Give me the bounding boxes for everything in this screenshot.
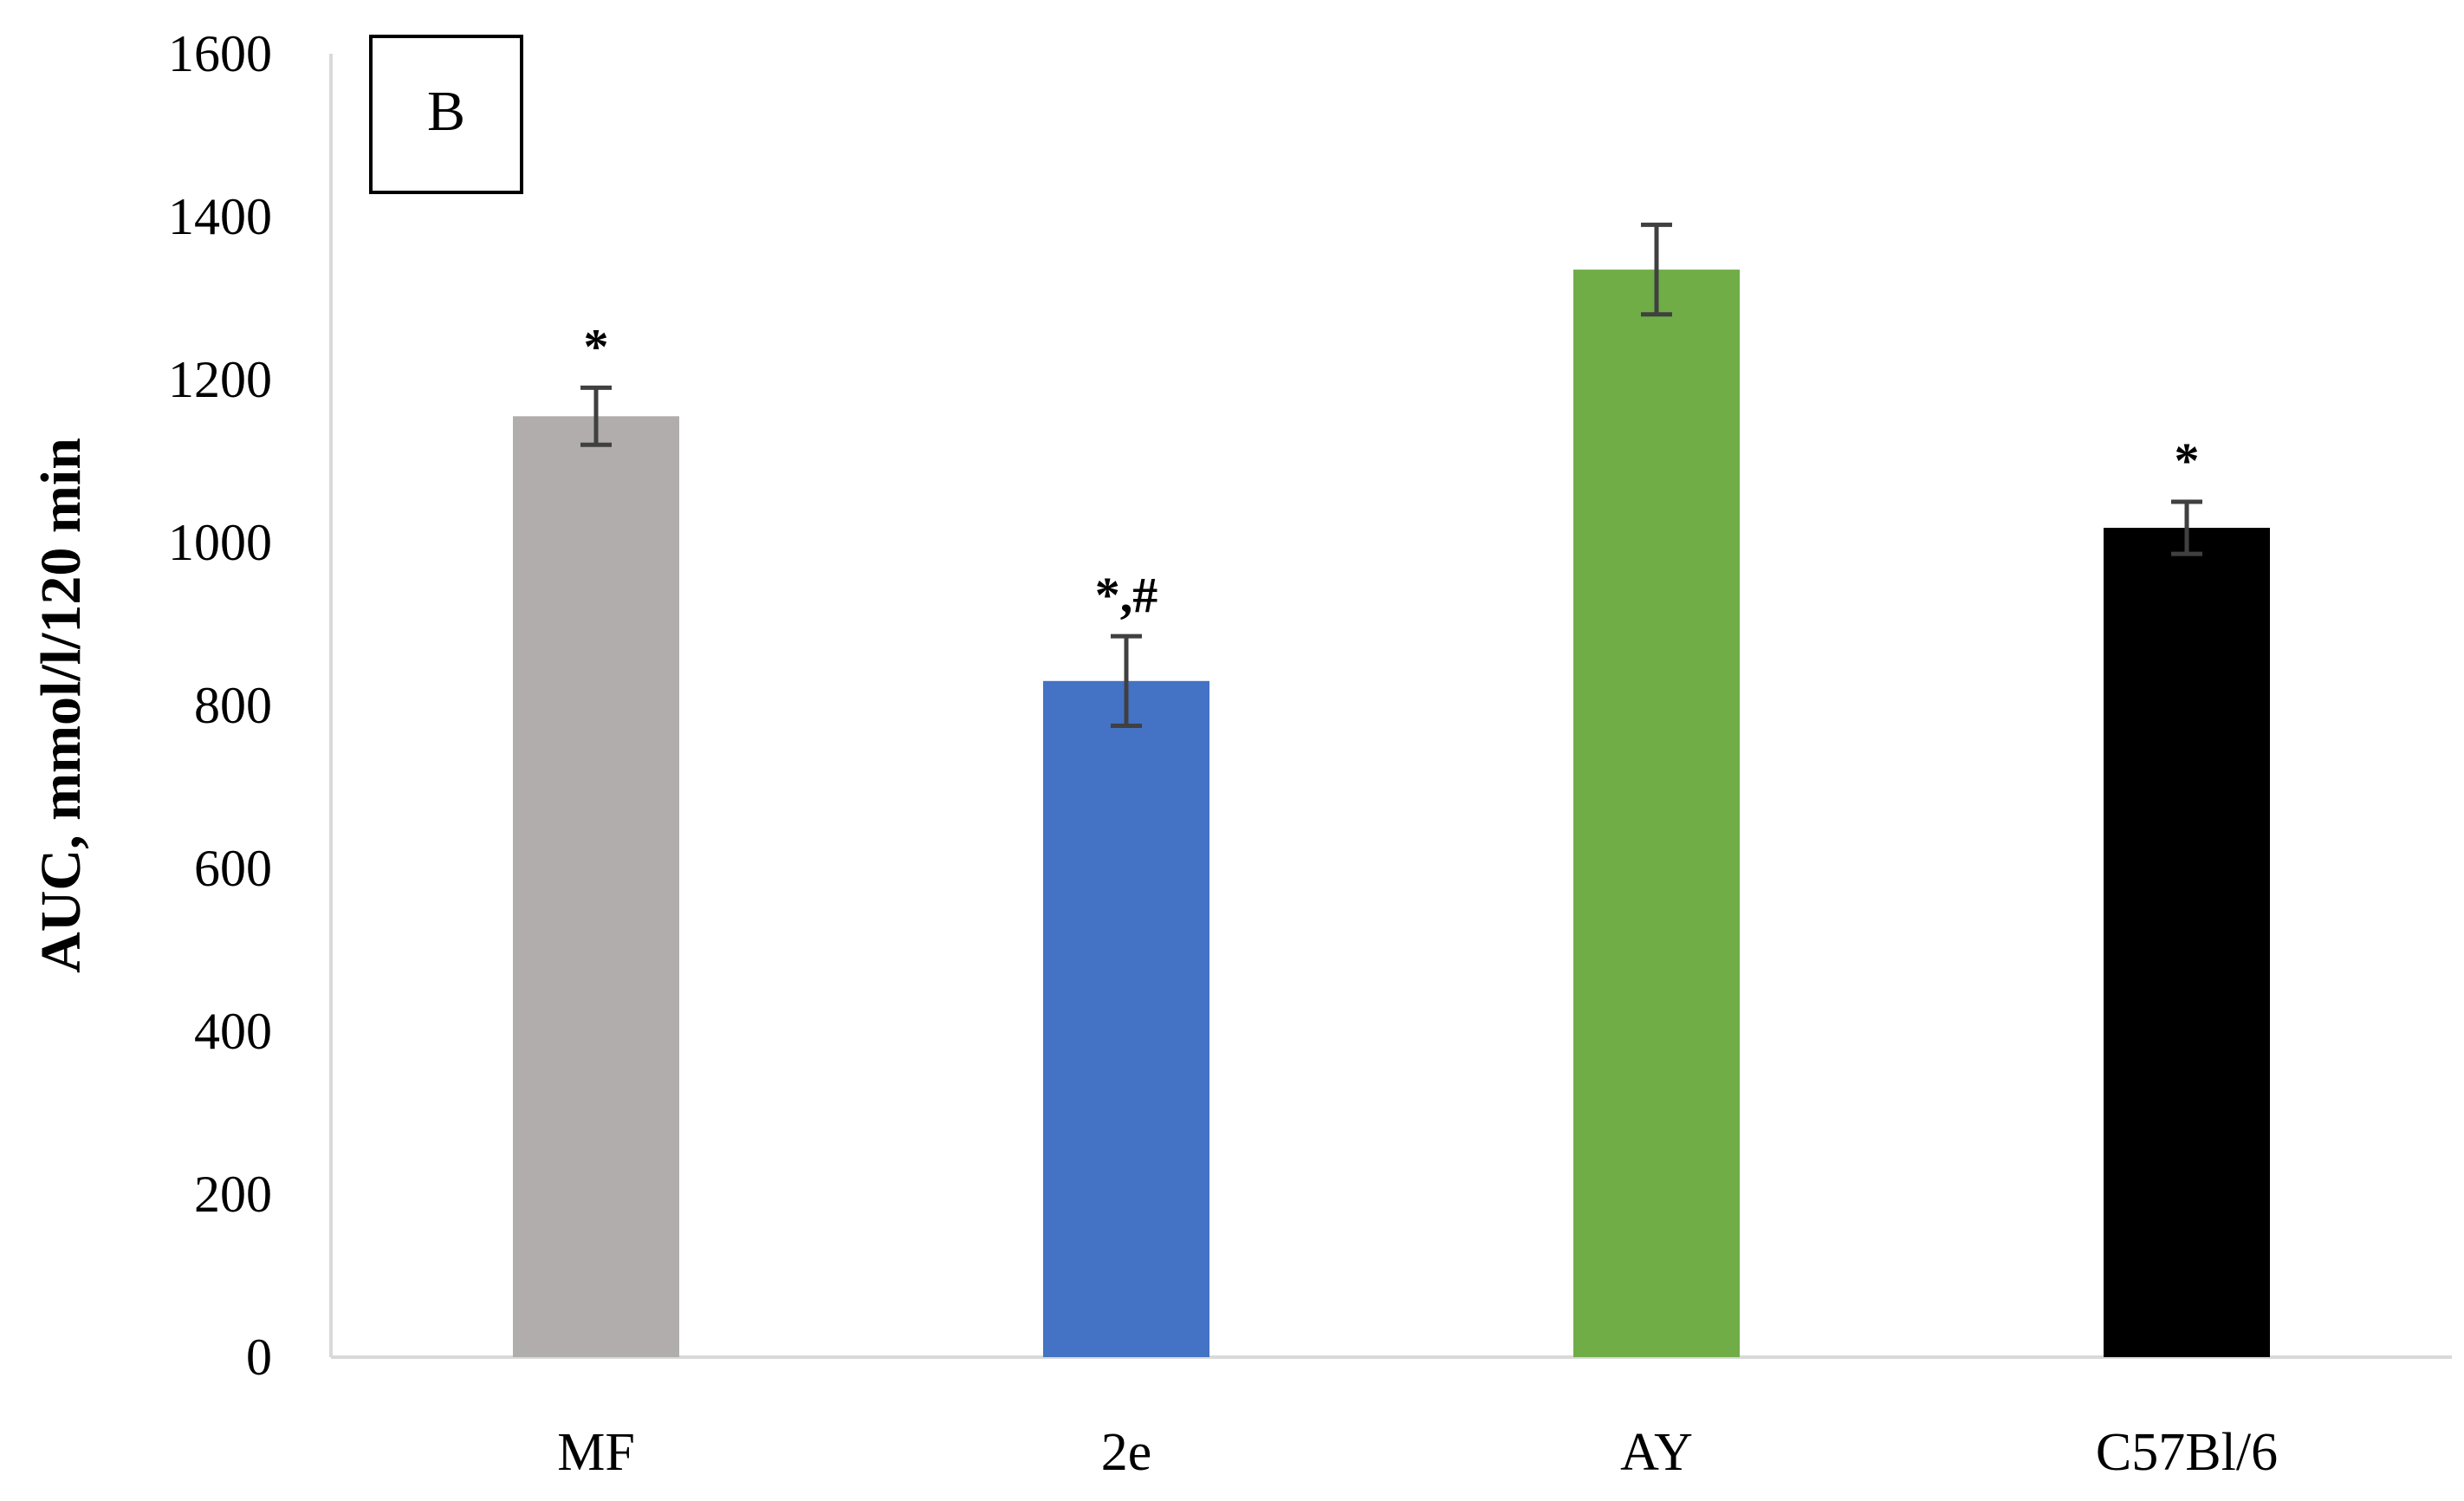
panel-label: B	[427, 80, 465, 143]
y-axis-title: AUC, mmol/l/120 min	[29, 438, 93, 973]
significance-label: *,#	[1095, 567, 1158, 623]
x-category-label: AY	[1620, 1423, 1693, 1482]
bars	[513, 270, 2270, 1358]
bar-C57Bl/6	[2104, 528, 2270, 1357]
y-tick-label: 800	[194, 677, 272, 734]
y-tick-label: 0	[246, 1329, 272, 1386]
panel-label-group: B	[369, 35, 523, 194]
y-tick-label: 200	[194, 1166, 272, 1223]
x-category-label: C57Bl/6	[2096, 1423, 2278, 1482]
y-tick-label: 600	[194, 840, 272, 897]
y-tick-label: 1600	[168, 25, 272, 82]
y-tick-label: 400	[194, 1003, 272, 1060]
panel-label-box	[369, 35, 523, 194]
y-tick-label: 1200	[168, 351, 272, 408]
y-tick-label: 1000	[168, 514, 272, 571]
significance-label: *	[2175, 432, 2200, 489]
error-bars	[580, 222, 2202, 728]
y-axis-ticks: 0 200 400 600 800 1000 1200 1400 1600	[168, 25, 272, 1386]
x-category-label: 2e	[1101, 1423, 1152, 1482]
significance-label: *	[584, 318, 609, 374]
y-tick-label: 1400	[168, 188, 272, 245]
x-category-label: MF	[557, 1423, 635, 1482]
bar-2e	[1043, 680, 1209, 1357]
significance-labels: * *,# *	[584, 318, 2200, 623]
axes	[329, 54, 2452, 1359]
bar-AY	[1573, 270, 1740, 1358]
x-axis-category-labels: MF 2e AY C57Bl/6	[557, 1423, 2278, 1482]
bar-MF	[513, 416, 679, 1357]
